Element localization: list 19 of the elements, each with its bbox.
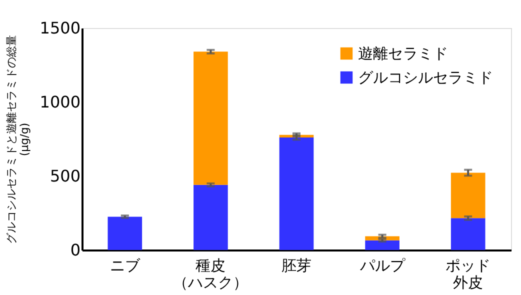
bar [279, 138, 314, 250]
bar [450, 172, 486, 218]
legend-label: 遊離セラミド [358, 44, 448, 62]
bar [450, 218, 486, 250]
y-tick-label: 500 [50, 166, 80, 186]
x-tick-label: 種皮（ハスク） [173, 256, 248, 292]
y-axis-title: グルコシルセラミドと遊離セラミドの総量 (μg/g) [4, 35, 31, 244]
bar [108, 216, 142, 250]
y-tick-label: 1000 [40, 92, 80, 112]
x-tick-label: パルプ [358, 256, 406, 274]
y-tick-label: 0 [70, 240, 80, 260]
x-tick-label: ポッド外皮 [446, 256, 491, 292]
bar [194, 52, 228, 185]
bar [194, 184, 228, 250]
x-tick-label: ニブ [110, 256, 141, 274]
y-tick-label: 1500 [40, 18, 80, 38]
bar [365, 240, 400, 250]
x-tick-label: 胚芽 [282, 256, 312, 274]
legend-label: グルコシルセラミド [358, 68, 493, 86]
